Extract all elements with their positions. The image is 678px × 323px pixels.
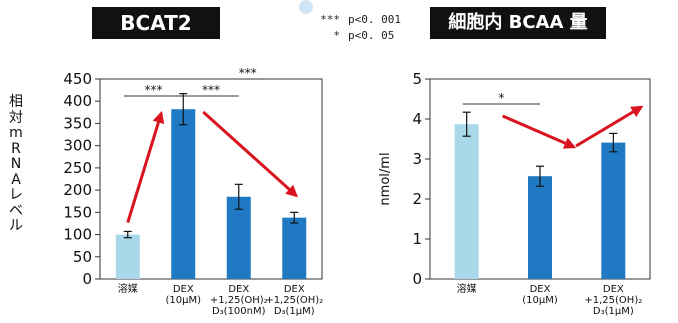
trend-arrow bbox=[126, 110, 165, 223]
trend-arrow bbox=[575, 105, 644, 148]
bar bbox=[226, 196, 251, 279]
chart-title-bcaa: 細胞内 BCAA 量 bbox=[430, 7, 606, 39]
y-tick-label: 0 bbox=[82, 270, 92, 288]
category-label-line: DEX bbox=[530, 284, 551, 295]
y-axis-label-char: N bbox=[10, 156, 22, 172]
y-axis-label-char: 相 bbox=[9, 94, 23, 110]
y-tick-label: 0 bbox=[412, 270, 422, 288]
category-label-line: 溶媒 bbox=[118, 282, 138, 295]
trend-arrow bbox=[202, 110, 299, 198]
category-label-line: D₃(1μM) bbox=[593, 306, 634, 317]
significance-stars: *** bbox=[239, 66, 257, 80]
y-tick-label: 3 bbox=[412, 150, 422, 168]
chart-title-bcat2: BCAT2 bbox=[92, 7, 220, 39]
category-label-line: DEX bbox=[284, 284, 305, 295]
category-label: DEX +1,25(OH)₂ D₃(100nM) bbox=[210, 284, 268, 317]
category-label-line: DEX bbox=[173, 284, 194, 295]
y-axis-label-char: A bbox=[11, 171, 21, 188]
category-label-line: (10μM) bbox=[165, 295, 201, 306]
y-tick-label: 450 bbox=[63, 70, 92, 88]
y-axis-label-char: ル bbox=[9, 218, 23, 234]
bar bbox=[454, 124, 479, 279]
category-label-line: 溶媒 bbox=[457, 282, 477, 295]
bar bbox=[171, 109, 196, 279]
category-label-line: DEX bbox=[603, 284, 624, 295]
category-label-line: DEX bbox=[228, 284, 249, 295]
significance-stars: * bbox=[498, 91, 504, 105]
y-tick-label: 2 bbox=[412, 190, 422, 208]
legend-p-value: p<0. 001 bbox=[348, 13, 401, 26]
y-axis-label-char: ベ bbox=[9, 202, 23, 219]
trend-arrow bbox=[502, 114, 577, 149]
y-axis-label-char: m bbox=[9, 125, 23, 141]
category-label: DEX +1,25(OH)₂ D₃(1μM) bbox=[265, 284, 323, 317]
legend-stars: *** bbox=[320, 13, 340, 26]
category-label-line: (10μM) bbox=[522, 295, 558, 306]
decorative-dot bbox=[299, 0, 313, 14]
y-tick-label: 50 bbox=[73, 248, 92, 266]
y-tick-label: 150 bbox=[63, 203, 92, 221]
y-tick-label: 250 bbox=[63, 159, 92, 177]
y-tick-label: 5 bbox=[412, 70, 422, 88]
significance-legend-005: * p<0. 05 bbox=[306, 29, 394, 42]
y-axis-label-char: R bbox=[11, 140, 21, 157]
significance-stars: *** bbox=[202, 83, 220, 97]
legend-stars: * bbox=[333, 29, 340, 42]
y-tick-label: 4 bbox=[412, 110, 422, 128]
y-tick-label: 100 bbox=[63, 226, 92, 244]
category-label-line: +1,25(OH)₂ bbox=[210, 295, 268, 306]
y-tick-label: 1 bbox=[412, 230, 422, 248]
y-axis-label: nmol/ml bbox=[378, 152, 393, 205]
significance-legend-001: *** p<0. 001 bbox=[306, 13, 401, 26]
category-label: 溶媒 bbox=[118, 282, 138, 295]
legend-p-value: p<0. 05 bbox=[348, 29, 395, 42]
category-label-line: +1,25(OH)₂ bbox=[584, 295, 642, 306]
category-label-line: D₃(1μM) bbox=[274, 306, 315, 317]
significance-stars: *** bbox=[145, 83, 163, 97]
bar bbox=[601, 142, 626, 279]
y-tick-label: 300 bbox=[63, 137, 92, 155]
bar bbox=[115, 234, 140, 279]
bar bbox=[528, 176, 552, 279]
y-tick-label: 200 bbox=[63, 181, 92, 199]
category-label: DEX +1,25(OH)₂ D₃(1μM) bbox=[584, 284, 642, 317]
category-label: 溶媒 bbox=[457, 282, 477, 295]
y-tick-label: 350 bbox=[63, 114, 92, 132]
category-label-line: D₃(100nM) bbox=[212, 306, 266, 317]
y-tick-label: 400 bbox=[63, 92, 92, 110]
y-axis-label-char: レ bbox=[9, 187, 23, 203]
category-label: DEX (10μM) bbox=[165, 284, 201, 306]
category-label: DEX (10μM) bbox=[522, 284, 558, 306]
y-axis-label-char: 対 bbox=[9, 109, 23, 126]
category-label-line: +1,25(OH)₂ bbox=[265, 295, 323, 306]
bar bbox=[282, 217, 307, 279]
